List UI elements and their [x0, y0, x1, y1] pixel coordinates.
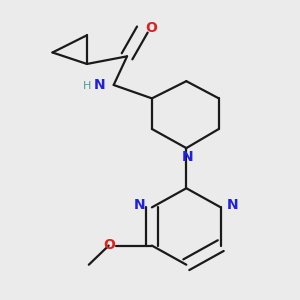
Text: N: N — [94, 78, 105, 92]
Text: H: H — [83, 81, 92, 91]
Text: N: N — [227, 198, 239, 212]
Text: N: N — [182, 149, 193, 164]
Text: N: N — [134, 198, 146, 212]
Text: O: O — [145, 21, 157, 34]
Text: O: O — [103, 238, 115, 252]
